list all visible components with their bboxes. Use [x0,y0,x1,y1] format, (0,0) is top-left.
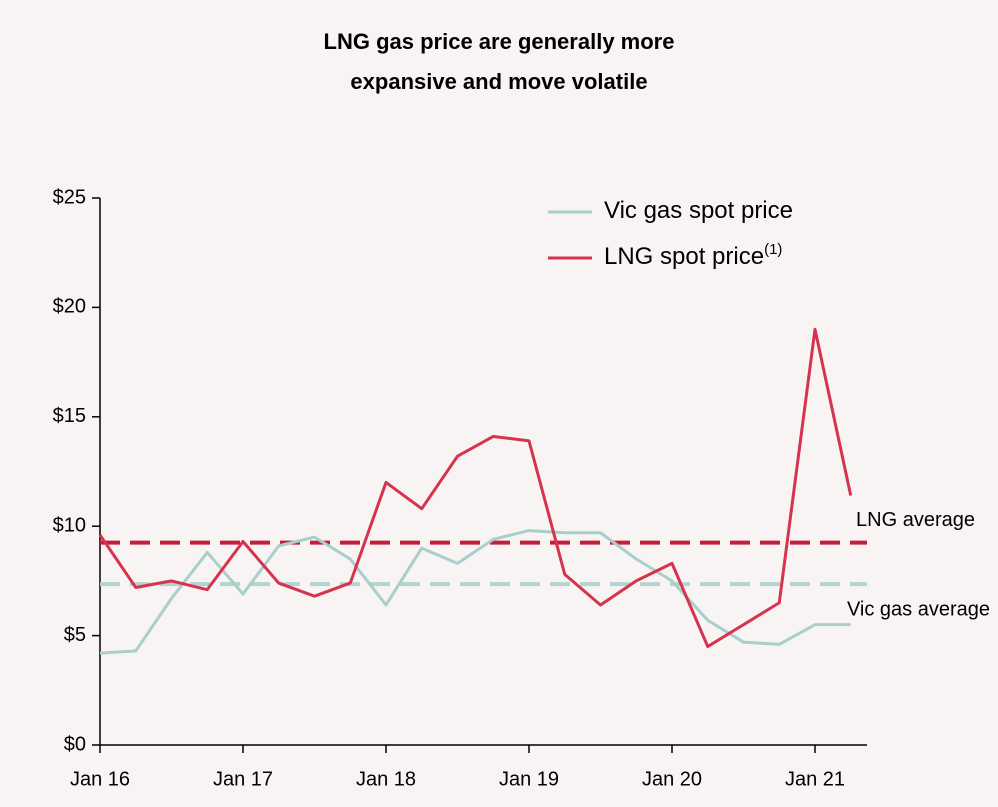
x-tick-label: Jan 18 [356,768,416,790]
y-tick-label: $25 [53,186,86,208]
legend-name: LNG spot price [604,243,764,270]
x-tick-label: Jan 17 [213,768,273,790]
legend-note: (1) [764,241,782,258]
x-tick-label: Jan 16 [70,768,130,790]
legend-label: Vic gas spot price [604,197,793,224]
series-line [99,529,851,655]
average-label: Vic gas average [847,598,990,620]
legend-label: LNG spot price(1) [604,241,782,270]
average-label: LNG average [856,509,975,531]
x-tick-label: Jan 19 [499,768,559,790]
chart-title: LNG gas price are generally more [324,29,675,54]
y-tick-label: $20 [53,296,86,318]
chart-title: expansive and move volatile [350,69,647,94]
y-tick-label: $0 [64,733,86,755]
y-tick-label: $15 [53,405,86,427]
legend-name: Vic gas spot price [604,197,793,224]
x-tick-label: Jan 21 [785,768,845,790]
y-tick-label: $10 [53,514,86,536]
series-line [98,327,853,649]
y-tick-label: $5 [64,624,86,646]
x-tick-label: Jan 20 [642,768,702,790]
